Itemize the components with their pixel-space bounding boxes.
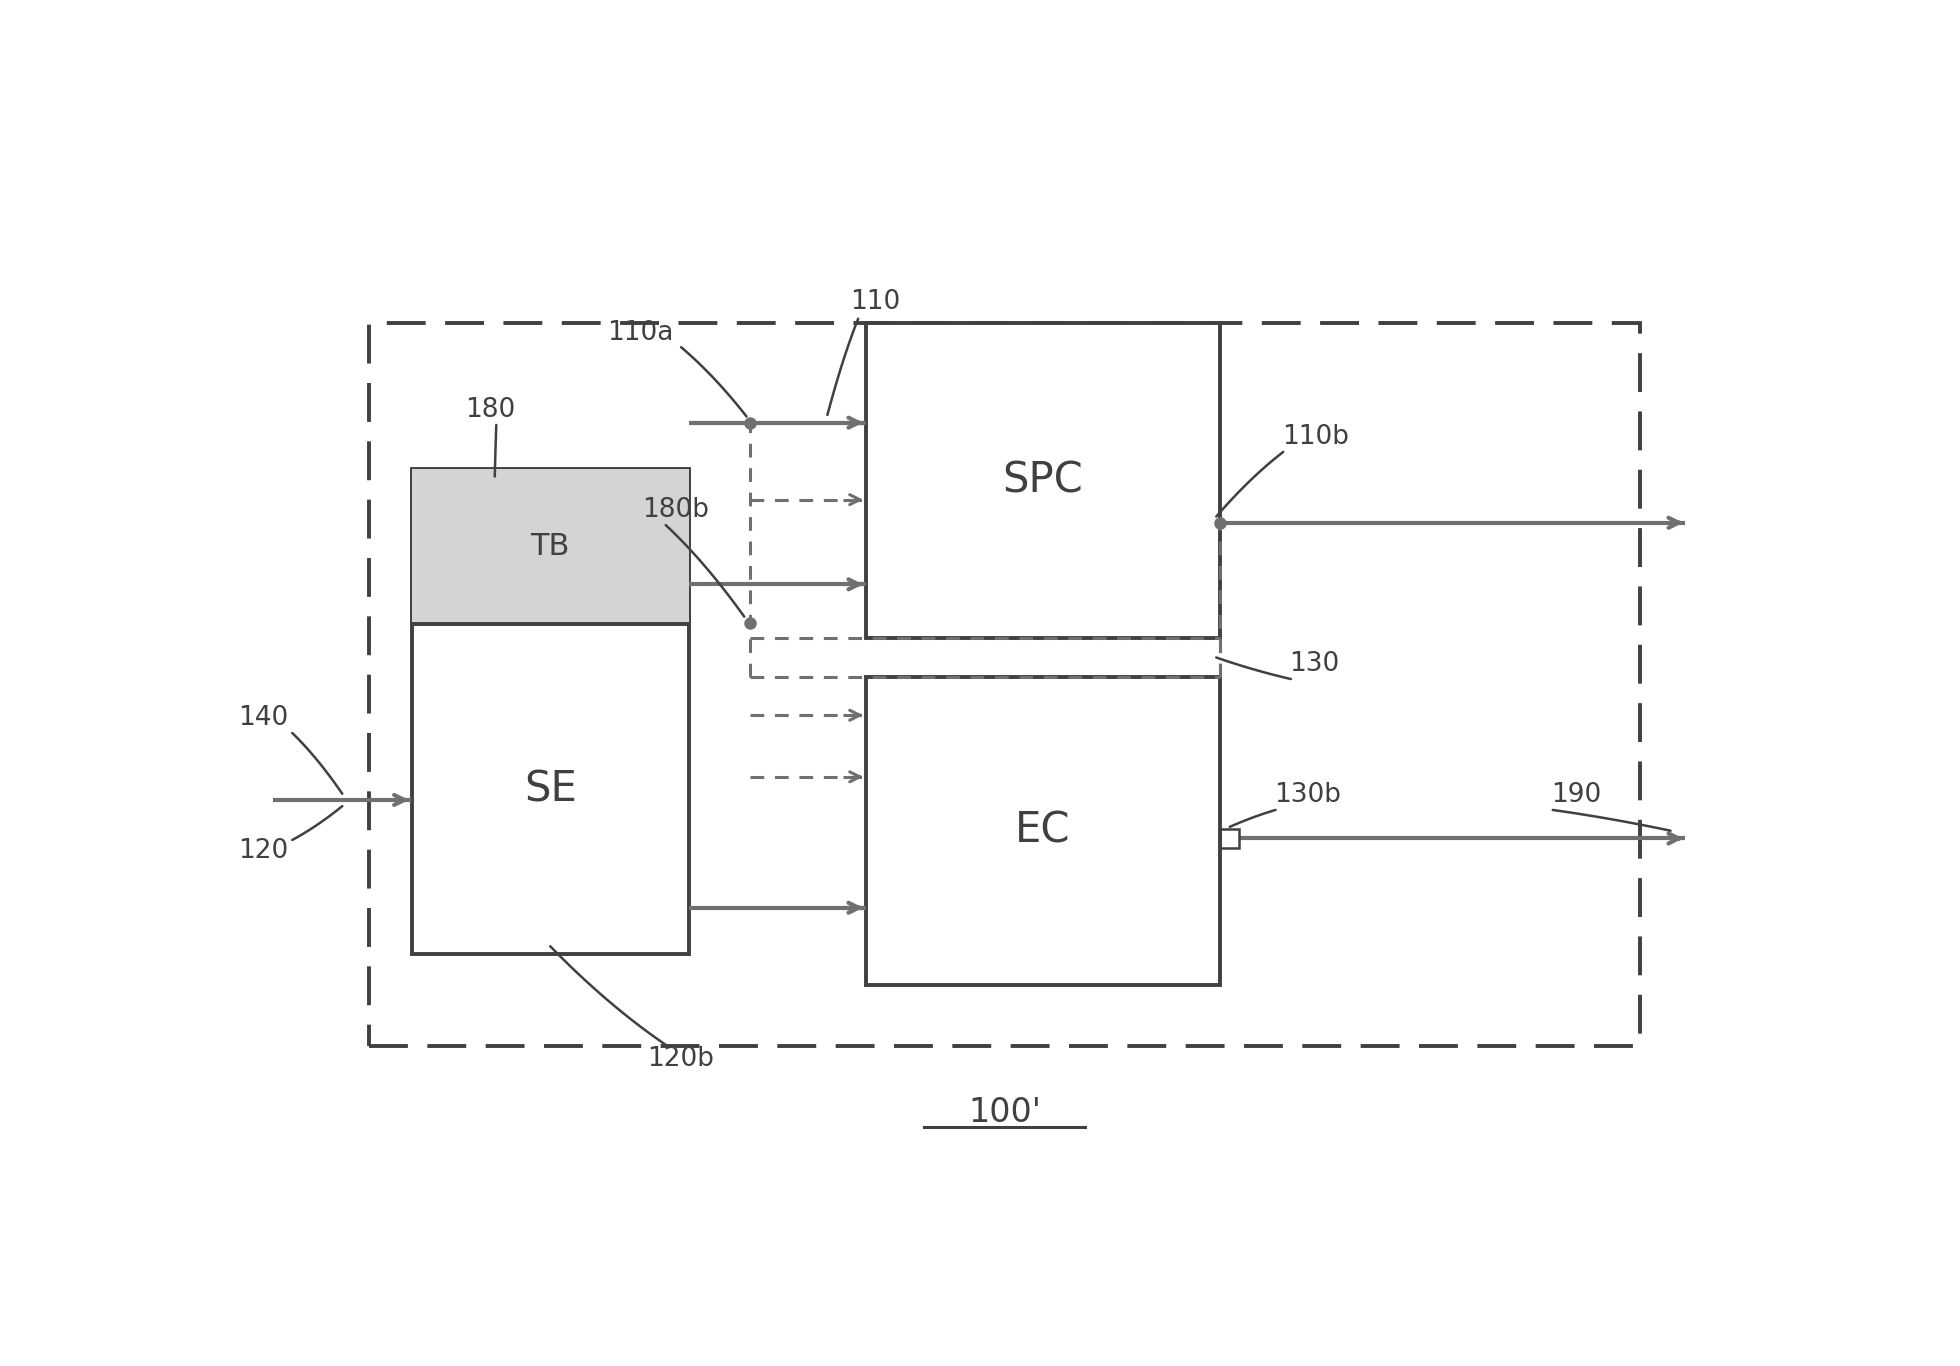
Text: 100': 100': [968, 1097, 1041, 1130]
Text: EC: EC: [1015, 810, 1070, 852]
Text: 110: 110: [851, 288, 902, 314]
Text: TB: TB: [531, 531, 570, 561]
Text: 110b: 110b: [1282, 423, 1348, 449]
Text: 130b: 130b: [1274, 781, 1341, 807]
Bar: [1219, 829, 1239, 848]
Text: 140: 140: [239, 705, 288, 731]
Text: 180b: 180b: [643, 497, 710, 523]
Bar: [412, 469, 688, 953]
Text: 120: 120: [239, 839, 288, 865]
Text: 180: 180: [465, 396, 515, 422]
Bar: [368, 322, 1641, 1046]
Text: SE: SE: [523, 768, 576, 810]
Text: 110a: 110a: [608, 320, 674, 346]
Bar: [412, 469, 688, 624]
Text: 120b: 120b: [647, 1046, 715, 1072]
Text: 190: 190: [1550, 781, 1601, 807]
Bar: [866, 322, 1219, 638]
Bar: [866, 676, 1219, 985]
Text: 130: 130: [1290, 650, 1339, 676]
Text: SPC: SPC: [1004, 459, 1084, 501]
